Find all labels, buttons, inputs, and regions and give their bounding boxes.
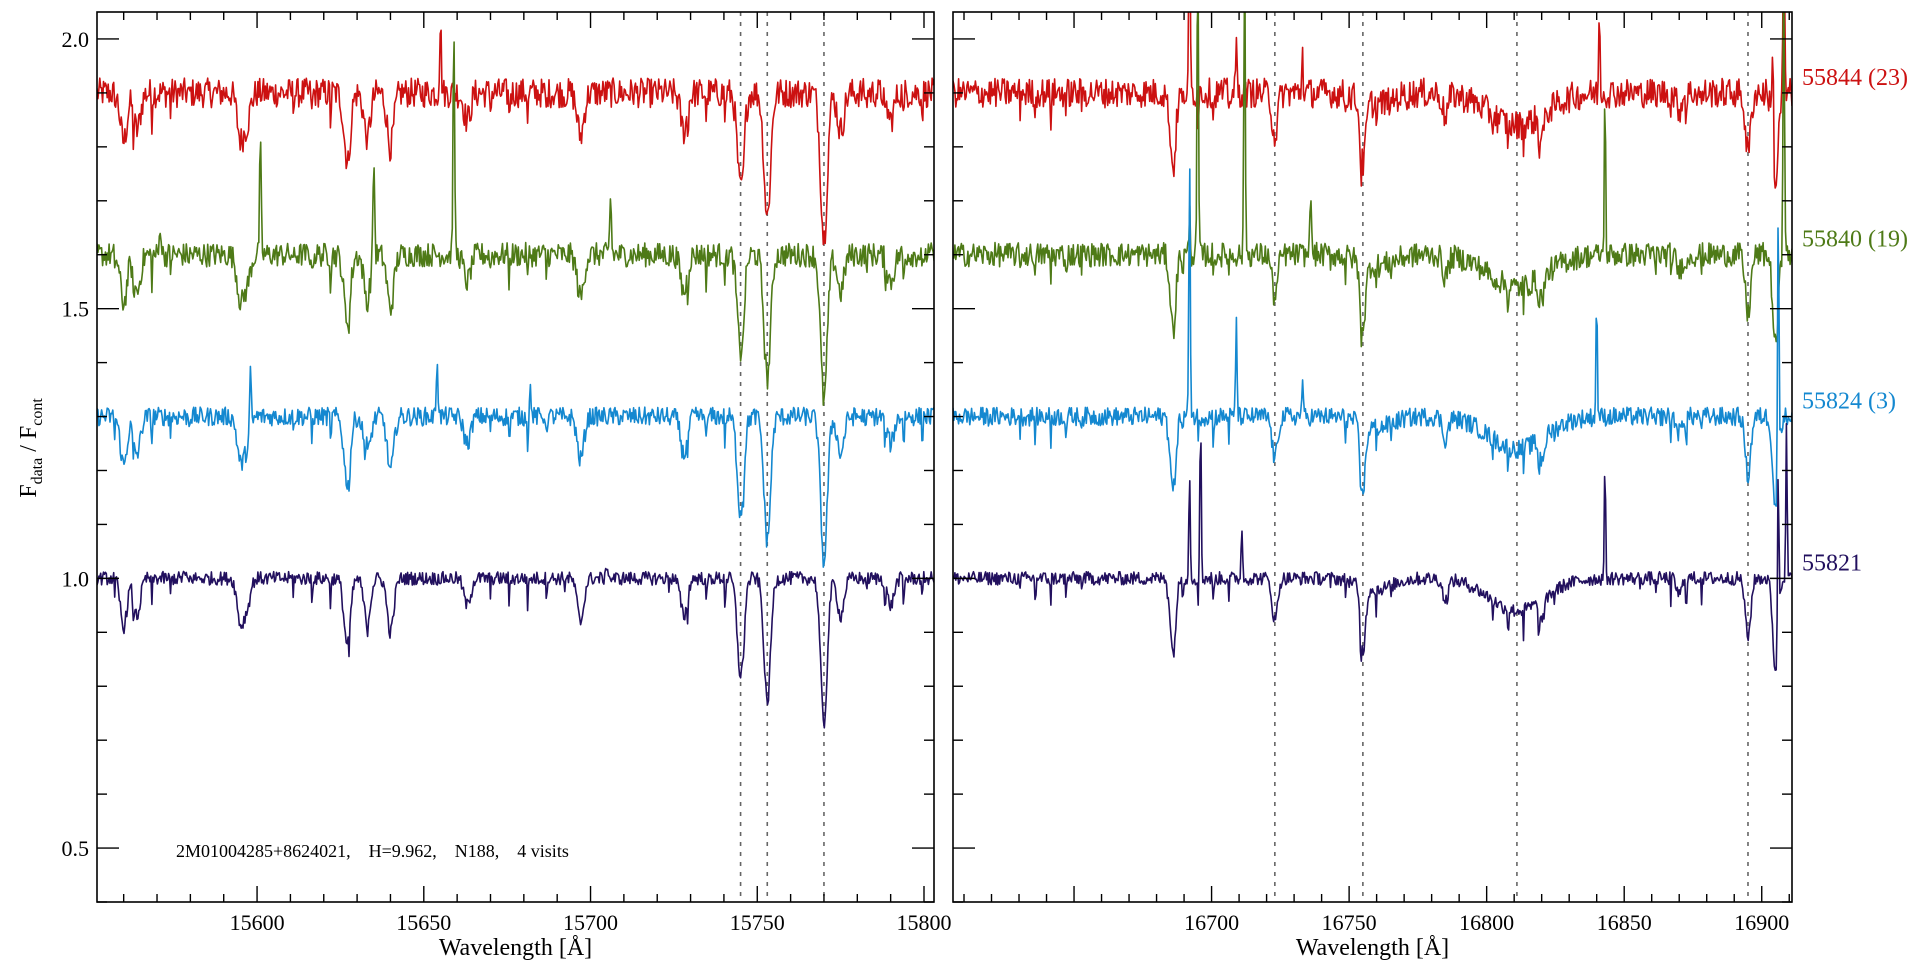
right-panel: 16700 16750 16800 16850 16900 Wavelength [Å] — [952, 11, 1793, 960]
series-line-0-3 — [97, 567, 934, 729]
x-tick-label-0-1: 15650 — [396, 910, 451, 935]
x-tick-label-1-3: 16850 — [1597, 910, 1652, 935]
left-panel: 15600 15650 15700 15750 15800 0.5 1.0 1.5 2.0 Wav… — [62, 11, 951, 960]
series-line-1-2 — [953, 168, 1792, 507]
series-line-0-1 — [97, 41, 934, 406]
y-axis-label-sub2: cont — [29, 398, 46, 426]
spectra-group-0 — [97, 29, 934, 729]
legend: 55844 (23) 55840 (19) 55824 (3) 55821 — [1802, 65, 1908, 576]
series-line-0-2 — [97, 363, 934, 568]
x-tick-label-0-3: 15750 — [730, 910, 785, 935]
x-tick-label-0-2: 15700 — [563, 910, 618, 935]
series-line-0-0 — [97, 29, 934, 246]
legend-entry-1: 55840 (19) — [1802, 227, 1908, 253]
legend-entry-3: 55821 — [1802, 550, 1862, 576]
x-tick-label-0-0: 15600 — [230, 910, 285, 935]
y-axis-label-sub1: data — [29, 458, 46, 485]
legend-entry-0: 55844 (23) — [1802, 65, 1908, 91]
spectra-group-1 — [953, 12, 1792, 672]
series-line-1-0 — [953, 12, 1792, 189]
x-tick-label-1-0: 16700 — [1184, 910, 1239, 935]
x-tick-label-1-4: 16900 — [1734, 910, 1789, 935]
y-axis-label-sep: / F — [16, 426, 42, 458]
y-axis-label: Fdata / Fcont — [16, 398, 46, 498]
y-tick-label-2: 1.5 — [62, 297, 90, 322]
series-line-1-1 — [953, 12, 1792, 348]
series-line-1-3 — [953, 422, 1792, 672]
x-tick-label-1-1: 16750 — [1322, 910, 1377, 935]
star-annotation: 2M01004285+8624021, H=9.962, N188, 4 vis… — [176, 841, 569, 861]
plot-frame-1 — [952, 11, 1793, 903]
y-tick-label-0: 0.5 — [62, 836, 90, 861]
legend-entry-2: 55824 (3) — [1802, 389, 1896, 415]
y-tick-label-3: 2.0 — [62, 27, 90, 52]
x-axis-label-1: Wavelength [Å] — [1296, 935, 1449, 960]
y-axis-label-main: F — [16, 484, 42, 497]
x-axis-label-0: Wavelength [Å] — [439, 935, 592, 960]
y-tick-label-1: 1.0 — [62, 566, 90, 591]
plot-frame-0 — [96, 11, 935, 903]
x-tick-label-1-2: 16800 — [1459, 910, 1514, 935]
x-tick-label-0-4: 15800 — [896, 910, 951, 935]
